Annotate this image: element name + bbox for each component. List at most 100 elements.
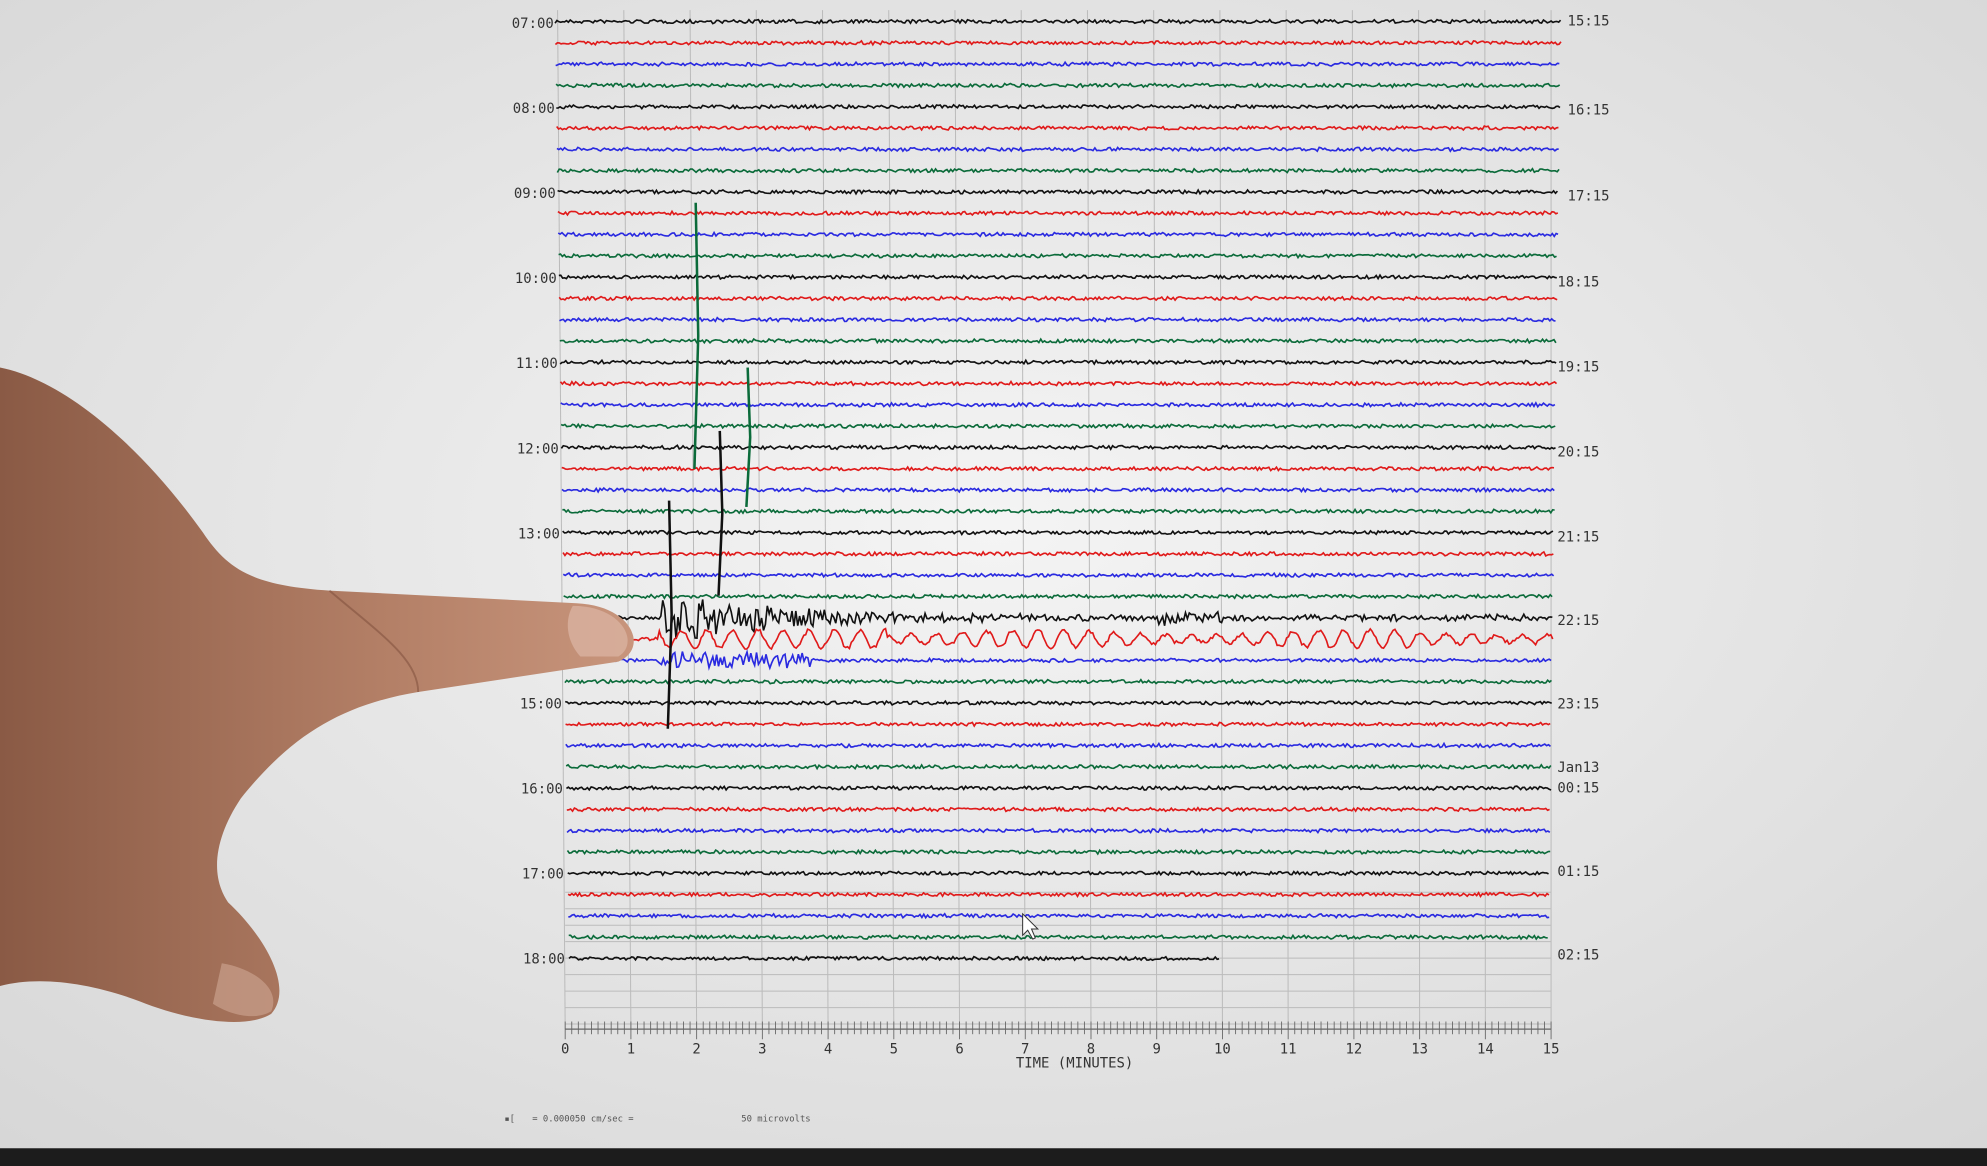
x-tick-label: 6 [955,1041,963,1057]
left-time-label: 10:00 [515,271,557,287]
right-time-label: 21:15 [1557,529,1599,545]
seismic-trace [566,848,1551,856]
right-time-label: 20:15 [1557,444,1599,460]
seismic-trace [568,933,1548,941]
x-tick-label: 4 [824,1041,832,1057]
x-tick-label: 12 [1345,1041,1362,1057]
minute-line [1086,10,1092,1030]
left-time-label: 09:00 [514,186,556,202]
x-axis-label: TIME (MINUTES) [1016,1055,1133,1071]
x-tick-label: 15 [1543,1041,1560,1057]
x-tick-label: 0 [561,1041,569,1057]
scale-note-units: 50 microvolts [741,1115,810,1125]
event-spike [693,202,700,469]
seismic-trace [565,741,1551,749]
seismic-trace [559,337,1557,345]
seismic-trace [556,167,1560,174]
minute-line [954,10,961,1030]
minute-line [1484,10,1486,1030]
seismic-trace [562,550,1554,558]
event-spike [717,430,724,596]
right-time-label: Jan13 [1557,760,1599,776]
seismic-trace [556,124,1559,132]
right-time-label: 19:15 [1557,360,1599,376]
seismic-trace [563,599,1553,640]
right-time-label: 17:15 [1568,188,1610,204]
seismic-trace [557,230,1559,238]
right-time-label: 22:15 [1557,613,1599,629]
seismic-trace [561,465,1555,473]
seismic-trace [560,444,1556,451]
seismic-trace [556,146,1559,153]
x-tick-label: 3 [758,1041,766,1057]
left-time-label: 17:00 [522,866,564,882]
seismic-trace [566,827,1551,835]
seismic-trace [562,571,1555,579]
x-tick-label: 9 [1153,1041,1161,1057]
right-time-label: 16:15 [1568,102,1610,118]
minute-line [1418,10,1421,1030]
seismic-trace [568,912,1550,920]
seismic-trace [565,784,1552,792]
seismic-trace [567,870,1549,877]
seismic-trace [564,678,1552,685]
seismic-trace [563,593,1553,600]
x-tick-label: 2 [692,1041,700,1057]
minute-line [1351,10,1355,1030]
left-time-label: 13:00 [518,526,560,542]
right-time-label: 01:15 [1557,864,1599,880]
scale-bracket: ▪[ [504,1115,515,1125]
event-spike [666,500,673,729]
seismic-trace [565,721,1551,728]
seismic-trace [554,39,1562,47]
minute-line [1153,10,1158,1030]
left-time-label: 08:00 [513,101,555,117]
minute-line [1285,10,1289,1030]
minute-line [1219,10,1223,1030]
right-time-label: 02:15 [1557,948,1599,964]
seismic-trace [562,507,1555,515]
seismic-trace [559,358,1557,366]
event-spike [745,367,752,508]
minute-line [822,10,829,1030]
grid [557,10,1552,1040]
left-time-label: 07:00 [512,16,554,32]
seismic-trace [556,103,1561,110]
x-tick-label: 8 [1087,1041,1095,1057]
x-tick-label: 5 [890,1041,898,1057]
labels: 0 1 2 3 4 5 6 7 8 9 10 11 12 13 14 1507:0008:0009:0010:… [512,14,1610,1058]
x-tick-label: 13 [1411,1041,1428,1057]
right-time-label: 23:15 [1557,697,1599,713]
x-tick-label: 11 [1280,1041,1297,1057]
seismic-trace [554,18,1562,25]
right-time-label: 00:15 [1557,780,1599,796]
minute-line [689,10,698,1030]
minute-line [623,10,632,1030]
minute-line [888,10,895,1030]
x-tick-label: 10 [1214,1041,1231,1057]
left-time-label: 12:00 [517,441,559,457]
seismic-trace [568,955,1220,962]
right-time-label: 15:15 [1568,14,1610,30]
right-time-label: 18:15 [1557,275,1599,291]
seismic-trace [558,273,1557,281]
minute-line [1020,10,1026,1030]
left-time-label: 18:00 [523,952,565,968]
seismic-trace [565,699,1553,707]
seismic-trace [559,380,1558,387]
x-tick-label: 1 [627,1041,635,1057]
seismic-trace [555,82,1561,89]
screen-bezel [0,1148,1987,1166]
seismic-trace [555,60,1560,68]
seismic-trace [563,649,1552,671]
seismic-trace [560,422,1556,430]
left-time-label: 16:00 [521,781,563,797]
x-tick-label: 14 [1477,1041,1494,1057]
seismic-trace [562,529,1554,537]
seismic-trace [558,295,1558,302]
minute-line [557,10,566,1030]
seismic-trace [561,486,1555,494]
left-time-label: 15:00 [520,696,562,712]
